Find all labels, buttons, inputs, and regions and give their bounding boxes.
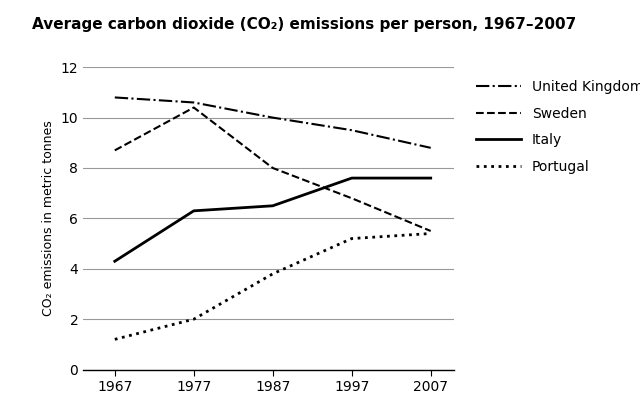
Italy: [190, 208, 198, 213]
Legend: United Kingdom, Sweden, Italy, Portugal: United Kingdom, Sweden, Italy, Portugal: [476, 80, 640, 174]
Portugal: [348, 236, 356, 241]
Portugal: [111, 337, 118, 342]
Sweden: [427, 228, 435, 234]
Sweden: [111, 148, 118, 153]
Portugal: [190, 317, 198, 322]
Line: Portugal: Portugal: [115, 234, 431, 339]
Italy: [427, 176, 435, 181]
Italy: [111, 259, 118, 264]
Portugal: [427, 231, 435, 236]
United Kingdom: [427, 145, 435, 150]
Text: Average carbon dioxide (CO₂) emissions per person, 1967–2007: Average carbon dioxide (CO₂) emissions p…: [32, 17, 576, 32]
United Kingdom: [190, 100, 198, 105]
Line: Sweden: Sweden: [115, 108, 431, 231]
Sweden: [348, 196, 356, 201]
Italy: [269, 203, 276, 208]
Y-axis label: CO₂ emissions in metric tonnes: CO₂ emissions in metric tonnes: [42, 121, 55, 316]
Italy: [348, 176, 356, 181]
Sweden: [190, 105, 198, 110]
Portugal: [269, 271, 276, 276]
United Kingdom: [269, 115, 276, 120]
United Kingdom: [348, 128, 356, 133]
Line: Italy: Italy: [115, 178, 431, 261]
Sweden: [269, 165, 276, 171]
Line: United Kingdom: United Kingdom: [115, 97, 431, 148]
United Kingdom: [111, 95, 118, 100]
